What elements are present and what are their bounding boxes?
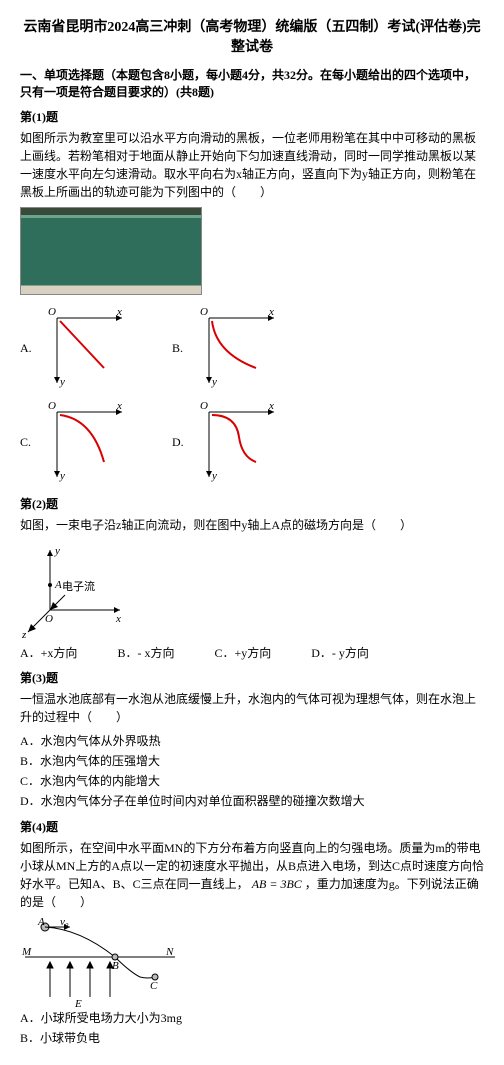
svg-text:v₀: v₀ bbox=[60, 917, 69, 928]
q2-optC: C．+y方向 bbox=[214, 644, 271, 661]
svg-text:x: x bbox=[116, 400, 122, 412]
q1-graphC: O x y bbox=[42, 397, 132, 487]
q3-optD: D．水泡内气体分子在单位时间内对单位面积器壁的碰撞次数增大 bbox=[20, 792, 484, 810]
q2-optD: D．- y方向 bbox=[311, 644, 369, 661]
svg-text:O: O bbox=[45, 613, 53, 625]
q1-graphA: O x y bbox=[42, 303, 132, 393]
q1-graphB: O x y bbox=[194, 303, 284, 393]
svg-text:A: A bbox=[54, 579, 62, 591]
svg-text:B: B bbox=[112, 960, 119, 972]
q1-optB: B. O x y bbox=[172, 303, 284, 393]
svg-text:x: x bbox=[268, 306, 274, 318]
q2-optB: B．- x方向 bbox=[117, 644, 174, 661]
exam-title: 云南省昆明市2024高三冲刺（高考物理）统编版（五四制）考试(评估卷)完整试卷 bbox=[20, 16, 484, 56]
svg-text:E: E bbox=[74, 998, 82, 1007]
svg-text:y: y bbox=[211, 376, 217, 388]
svg-text:x: x bbox=[115, 613, 121, 625]
opt-label: B. bbox=[172, 341, 190, 356]
q4-optB: B．小球带负电 bbox=[20, 1029, 484, 1047]
q1-row1: A. O x y B. O x y bbox=[20, 303, 484, 393]
q2-optA: A．+x方向 bbox=[20, 644, 77, 661]
q1-optC: C. O x y bbox=[20, 397, 132, 487]
svg-text:O: O bbox=[48, 306, 56, 318]
svg-text:O: O bbox=[200, 306, 208, 318]
q2-head: 第(2)题 bbox=[20, 495, 484, 512]
q3-optC: C．水泡内气体的内能增大 bbox=[20, 772, 484, 790]
svg-text:y: y bbox=[54, 545, 60, 557]
q4-options: A．小球所受电场力大小为3mg B．小球带负电 bbox=[20, 1009, 484, 1047]
svg-text:y: y bbox=[59, 470, 65, 482]
svg-text:A: A bbox=[37, 917, 45, 928]
svg-text:O: O bbox=[48, 400, 56, 412]
svg-text:y: y bbox=[59, 376, 65, 388]
q1-text: 如图所示为教室里可以沿水平方向滑动的黑板，一位老师用粉笔在其中中可移动的黑板上画… bbox=[20, 129, 484, 201]
q4-head: 第(4)题 bbox=[20, 818, 484, 835]
q3-optA: A．水泡内气体从外界吸热 bbox=[20, 732, 484, 750]
q3-text: 一恒温水池底部有一水泡从池底缓慢上升，水泡内的气体可视为理想气体，则在水泡上升的… bbox=[20, 690, 484, 726]
q2-options: A．+x方向 B．- x方向 C．+y方向 D．- y方向 bbox=[20, 644, 484, 661]
q1-optA: A. O x y bbox=[20, 303, 132, 393]
q2-diagram: A O x y z 电子流 bbox=[20, 540, 140, 640]
svg-text:C: C bbox=[150, 980, 158, 992]
q4-eq: AB = 3BC bbox=[252, 877, 302, 891]
svg-text:y: y bbox=[211, 470, 217, 482]
opt-label: A. bbox=[20, 341, 38, 356]
svg-text:N: N bbox=[165, 946, 174, 958]
svg-text:O: O bbox=[200, 400, 208, 412]
opt-label: D. bbox=[172, 435, 190, 450]
svg-text:x: x bbox=[268, 400, 274, 412]
svg-text:x: x bbox=[116, 306, 122, 318]
blackboard-photo bbox=[20, 207, 202, 295]
section-heading: 一、单项选择题（本题包含8小题，每小题4分，共32分。在每小题给出的四个选项中，… bbox=[20, 66, 484, 100]
q4-text: 如图所示，在空间中水平面MN的下方分布着方向竖直向上的匀强电场。质量为m的带电小… bbox=[20, 839, 484, 911]
svg-text:M: M bbox=[21, 946, 32, 958]
svg-text:电子流: 电子流 bbox=[62, 579, 95, 593]
q3-options: A．水泡内气体从外界吸热 B．水泡内气体的压强增大 C．水泡内气体的内能增大 D… bbox=[20, 732, 484, 810]
q3-optB: B．水泡内气体的压强增大 bbox=[20, 752, 484, 770]
q4-diagram: M N A v₀ B C E bbox=[20, 917, 180, 1007]
q1-graphD: O x y bbox=[194, 397, 284, 487]
q1-row2: C. O x y D. O x y bbox=[20, 397, 484, 487]
q4-optA: A．小球所受电场力大小为3mg bbox=[20, 1009, 484, 1027]
q1-head: 第(1)题 bbox=[20, 108, 484, 125]
q2-text: 如图，一束电子沿z轴正向流动，则在图中y轴上A点的磁场方向是（ ） bbox=[20, 516, 484, 534]
q1-optD: D. O x y bbox=[172, 397, 284, 487]
opt-label: C. bbox=[20, 435, 38, 450]
q3-head: 第(3)题 bbox=[20, 669, 484, 686]
svg-text:z: z bbox=[21, 629, 27, 640]
